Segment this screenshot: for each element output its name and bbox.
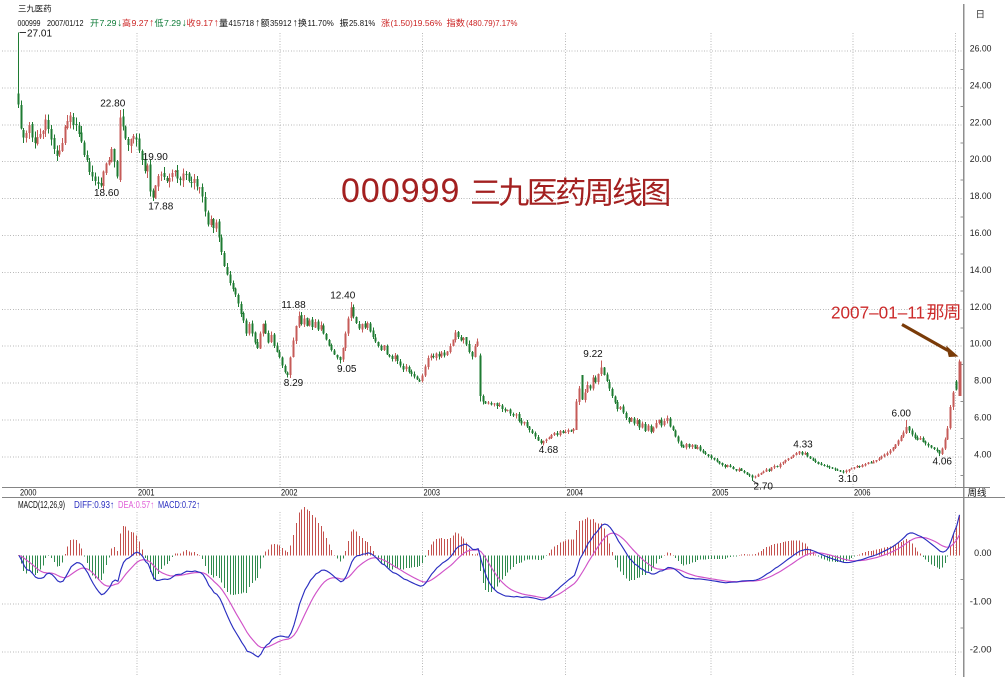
svg-text:25.81%: 25.81% — [349, 18, 376, 28]
svg-text:12.00: 12.00 — [970, 302, 992, 313]
svg-text:2000: 2000 — [20, 488, 37, 499]
svg-text:11.70%: 11.70% — [308, 18, 335, 28]
svg-text:9.17: 9.17 — [196, 18, 213, 28]
svg-text:MACD(12,26,9): MACD(12,26,9) — [18, 500, 65, 511]
svg-text:9.22: 9.22 — [583, 349, 603, 360]
svg-text:10.00: 10.00 — [970, 339, 992, 350]
svg-text:4.06: 4.06 — [933, 456, 953, 467]
svg-text:↑: ↑ — [149, 17, 154, 29]
svg-text:27.01: 27.01 — [27, 29, 52, 40]
svg-text:7.29: 7.29 — [100, 18, 117, 28]
svg-text:2006: 2006 — [854, 488, 871, 499]
svg-text:4.00: 4.00 — [974, 449, 991, 460]
svg-text:000999: 000999 — [18, 18, 41, 28]
svg-text:-2.00: -2.00 — [970, 645, 992, 656]
svg-text:↓: ↓ — [182, 17, 187, 29]
svg-text:(1.50)19.56%: (1.50)19.56% — [391, 18, 443, 28]
svg-text:2003: 2003 — [424, 488, 441, 499]
svg-text:2007–01–11: 2007–01–11 — [831, 303, 925, 323]
svg-text:000999: 000999 — [341, 172, 460, 210]
svg-text:DIFF:0.93↑: DIFF:0.93↑ — [74, 500, 114, 511]
svg-text:26.00: 26.00 — [970, 44, 992, 55]
svg-text:18.60: 18.60 — [94, 188, 119, 199]
svg-text:7.29: 7.29 — [164, 18, 181, 28]
svg-text:22.80: 22.80 — [100, 99, 125, 110]
svg-text:3.10: 3.10 — [838, 474, 858, 485]
svg-text:↑: ↑ — [293, 17, 298, 29]
svg-text:2005: 2005 — [712, 488, 729, 499]
svg-text:0.00: 0.00 — [974, 548, 991, 559]
svg-text:11.88: 11.88 — [281, 300, 306, 311]
svg-text:↑: ↑ — [214, 17, 219, 29]
svg-text:(480.79)7.17%: (480.79)7.17% — [466, 18, 518, 28]
svg-text:DEA:0.57↑: DEA:0.57↑ — [118, 500, 154, 511]
svg-text:17.88: 17.88 — [148, 201, 173, 212]
svg-text:2007/01/12: 2007/01/12 — [47, 18, 84, 28]
svg-text:19.90: 19.90 — [143, 152, 168, 163]
svg-text:8.29: 8.29 — [284, 378, 304, 389]
svg-text:18.00: 18.00 — [970, 191, 992, 202]
svg-text:2.70: 2.70 — [754, 481, 774, 492]
svg-text:24.00: 24.00 — [970, 80, 992, 91]
svg-text:2004: 2004 — [567, 488, 584, 499]
svg-text:↓: ↓ — [117, 17, 122, 29]
svg-text:2002: 2002 — [281, 488, 298, 499]
svg-text:2001: 2001 — [138, 488, 155, 499]
svg-text:8.00: 8.00 — [974, 376, 991, 387]
svg-text:6.00: 6.00 — [974, 413, 991, 424]
svg-text:415718: 415718 — [229, 18, 255, 28]
svg-text:MACD:0.72↑: MACD:0.72↑ — [158, 500, 200, 511]
svg-text:22.00: 22.00 — [970, 117, 992, 128]
svg-text:35912: 35912 — [270, 18, 292, 28]
svg-text:9.27: 9.27 — [132, 18, 149, 28]
svg-text:4.33: 4.33 — [793, 439, 813, 450]
svg-text:14.00: 14.00 — [970, 265, 992, 276]
svg-text:16.00: 16.00 — [970, 228, 992, 239]
svg-text:12.40: 12.40 — [330, 290, 355, 301]
svg-text:↑: ↑ — [255, 17, 260, 29]
svg-text:9.05: 9.05 — [337, 364, 357, 375]
svg-text:-1.00: -1.00 — [970, 596, 992, 607]
svg-text:4.68: 4.68 — [539, 445, 559, 456]
svg-text:20.00: 20.00 — [970, 154, 992, 165]
svg-text:6.00: 6.00 — [892, 409, 912, 420]
